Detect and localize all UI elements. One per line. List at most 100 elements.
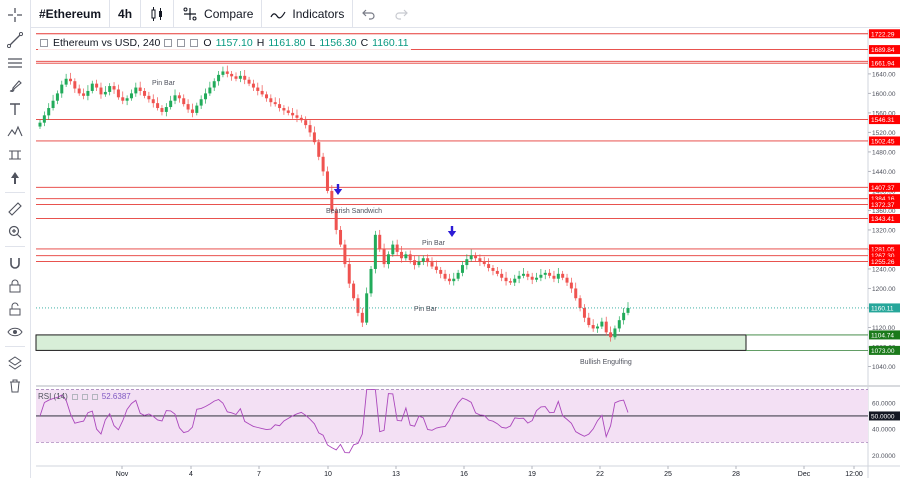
candle[interactable] bbox=[330, 190, 334, 211]
candle[interactable] bbox=[460, 265, 464, 273]
candle[interactable] bbox=[447, 278, 451, 282]
text-icon[interactable] bbox=[4, 98, 26, 120]
candle[interactable] bbox=[38, 122, 42, 127]
candle[interactable] bbox=[138, 87, 142, 91]
zoom-icon[interactable] bbox=[4, 221, 26, 243]
candle[interactable] bbox=[478, 258, 482, 262]
candle[interactable] bbox=[230, 73, 234, 77]
candle[interactable] bbox=[269, 98, 273, 103]
candle[interactable] bbox=[369, 268, 373, 294]
candle[interactable] bbox=[264, 94, 268, 99]
candle[interactable] bbox=[273, 102, 277, 105]
candle[interactable] bbox=[443, 273, 447, 279]
candle[interactable] bbox=[68, 78, 72, 82]
candle[interactable] bbox=[116, 89, 120, 98]
eye-icon[interactable] bbox=[4, 321, 26, 343]
horizontal-lines-icon[interactable] bbox=[4, 52, 26, 74]
prediction-icon[interactable] bbox=[4, 144, 26, 166]
rsi-settings-icon[interactable] bbox=[71, 393, 78, 400]
candle[interactable] bbox=[539, 274, 543, 278]
candle[interactable] bbox=[186, 104, 190, 110]
candle[interactable] bbox=[400, 251, 404, 259]
candle[interactable] bbox=[60, 84, 64, 94]
candle[interactable] bbox=[151, 99, 155, 104]
candle[interactable] bbox=[373, 234, 377, 269]
candle[interactable] bbox=[55, 93, 59, 101]
candle[interactable] bbox=[530, 276, 534, 280]
candle[interactable] bbox=[308, 125, 312, 133]
candle[interactable] bbox=[256, 87, 260, 91]
candle[interactable] bbox=[260, 90, 264, 95]
candle[interactable] bbox=[282, 108, 286, 111]
rsi-remove-icon[interactable] bbox=[91, 393, 98, 400]
legend-remove-icon[interactable] bbox=[190, 39, 199, 47]
lock-drawings-icon[interactable] bbox=[4, 275, 26, 297]
candle[interactable] bbox=[234, 76, 238, 79]
candle[interactable] bbox=[587, 317, 591, 326]
brush-icon[interactable] bbox=[4, 75, 26, 97]
candle[interactable] bbox=[469, 255, 473, 260]
candle[interactable] bbox=[195, 105, 199, 113]
candle[interactable] bbox=[343, 244, 347, 265]
candle[interactable] bbox=[51, 100, 55, 109]
candle[interactable] bbox=[169, 100, 173, 108]
candle[interactable] bbox=[413, 260, 417, 266]
candle[interactable] bbox=[395, 244, 399, 252]
candle[interactable] bbox=[582, 307, 586, 318]
candle[interactable] bbox=[147, 95, 151, 100]
magnet-icon[interactable] bbox=[4, 252, 26, 274]
candle[interactable] bbox=[491, 267, 495, 271]
candle[interactable] bbox=[212, 81, 216, 88]
candle[interactable] bbox=[521, 273, 525, 276]
legend-visibility-icon[interactable] bbox=[164, 39, 173, 47]
candle[interactable] bbox=[217, 74, 221, 82]
arrow-cursor-icon[interactable] bbox=[4, 167, 26, 189]
candle[interactable] bbox=[82, 93, 86, 96]
candle[interactable] bbox=[382, 249, 386, 265]
candle[interactable] bbox=[64, 78, 68, 85]
candle[interactable] bbox=[439, 269, 443, 274]
candle[interactable] bbox=[317, 142, 321, 157]
legend-collapse-icon[interactable] bbox=[40, 39, 48, 47]
candle[interactable] bbox=[251, 83, 255, 88]
candle[interactable] bbox=[199, 99, 203, 106]
candle[interactable] bbox=[404, 254, 408, 259]
candle[interactable] bbox=[421, 258, 425, 262]
candle[interactable] bbox=[129, 93, 133, 99]
candle[interactable] bbox=[286, 110, 290, 113]
candle[interactable] bbox=[456, 272, 460, 279]
candle[interactable] bbox=[591, 325, 595, 329]
candle[interactable] bbox=[578, 298, 582, 308]
candle[interactable] bbox=[508, 281, 512, 283]
candle[interactable] bbox=[617, 320, 621, 329]
support-zone[interactable] bbox=[35, 334, 747, 351]
candle[interactable] bbox=[339, 229, 343, 245]
candle[interactable] bbox=[426, 258, 430, 263]
candle[interactable] bbox=[125, 98, 129, 101]
candle[interactable] bbox=[173, 95, 177, 101]
candle[interactable] bbox=[295, 115, 299, 118]
candle[interactable] bbox=[596, 326, 600, 329]
candle[interactable] bbox=[408, 254, 412, 261]
candle[interactable] bbox=[177, 95, 181, 99]
candle[interactable] bbox=[299, 117, 303, 121]
candle[interactable] bbox=[495, 270, 499, 274]
candle[interactable] bbox=[569, 282, 573, 289]
trend-line-icon[interactable] bbox=[4, 29, 26, 51]
candle[interactable] bbox=[556, 273, 560, 279]
candle[interactable] bbox=[391, 244, 395, 255]
candle[interactable] bbox=[548, 272, 552, 276]
candle[interactable] bbox=[386, 254, 390, 265]
candle[interactable] bbox=[143, 90, 147, 96]
candle[interactable] bbox=[304, 120, 308, 126]
crosshair-icon[interactable] bbox=[4, 4, 26, 26]
candle[interactable] bbox=[378, 234, 382, 250]
candle[interactable] bbox=[238, 75, 242, 79]
candle[interactable] bbox=[156, 103, 160, 109]
trash-icon[interactable] bbox=[4, 375, 26, 397]
candle[interactable] bbox=[513, 278, 517, 283]
candle[interactable] bbox=[77, 88, 81, 94]
candle[interactable] bbox=[465, 259, 469, 266]
rsi-line[interactable] bbox=[39, 389, 629, 454]
